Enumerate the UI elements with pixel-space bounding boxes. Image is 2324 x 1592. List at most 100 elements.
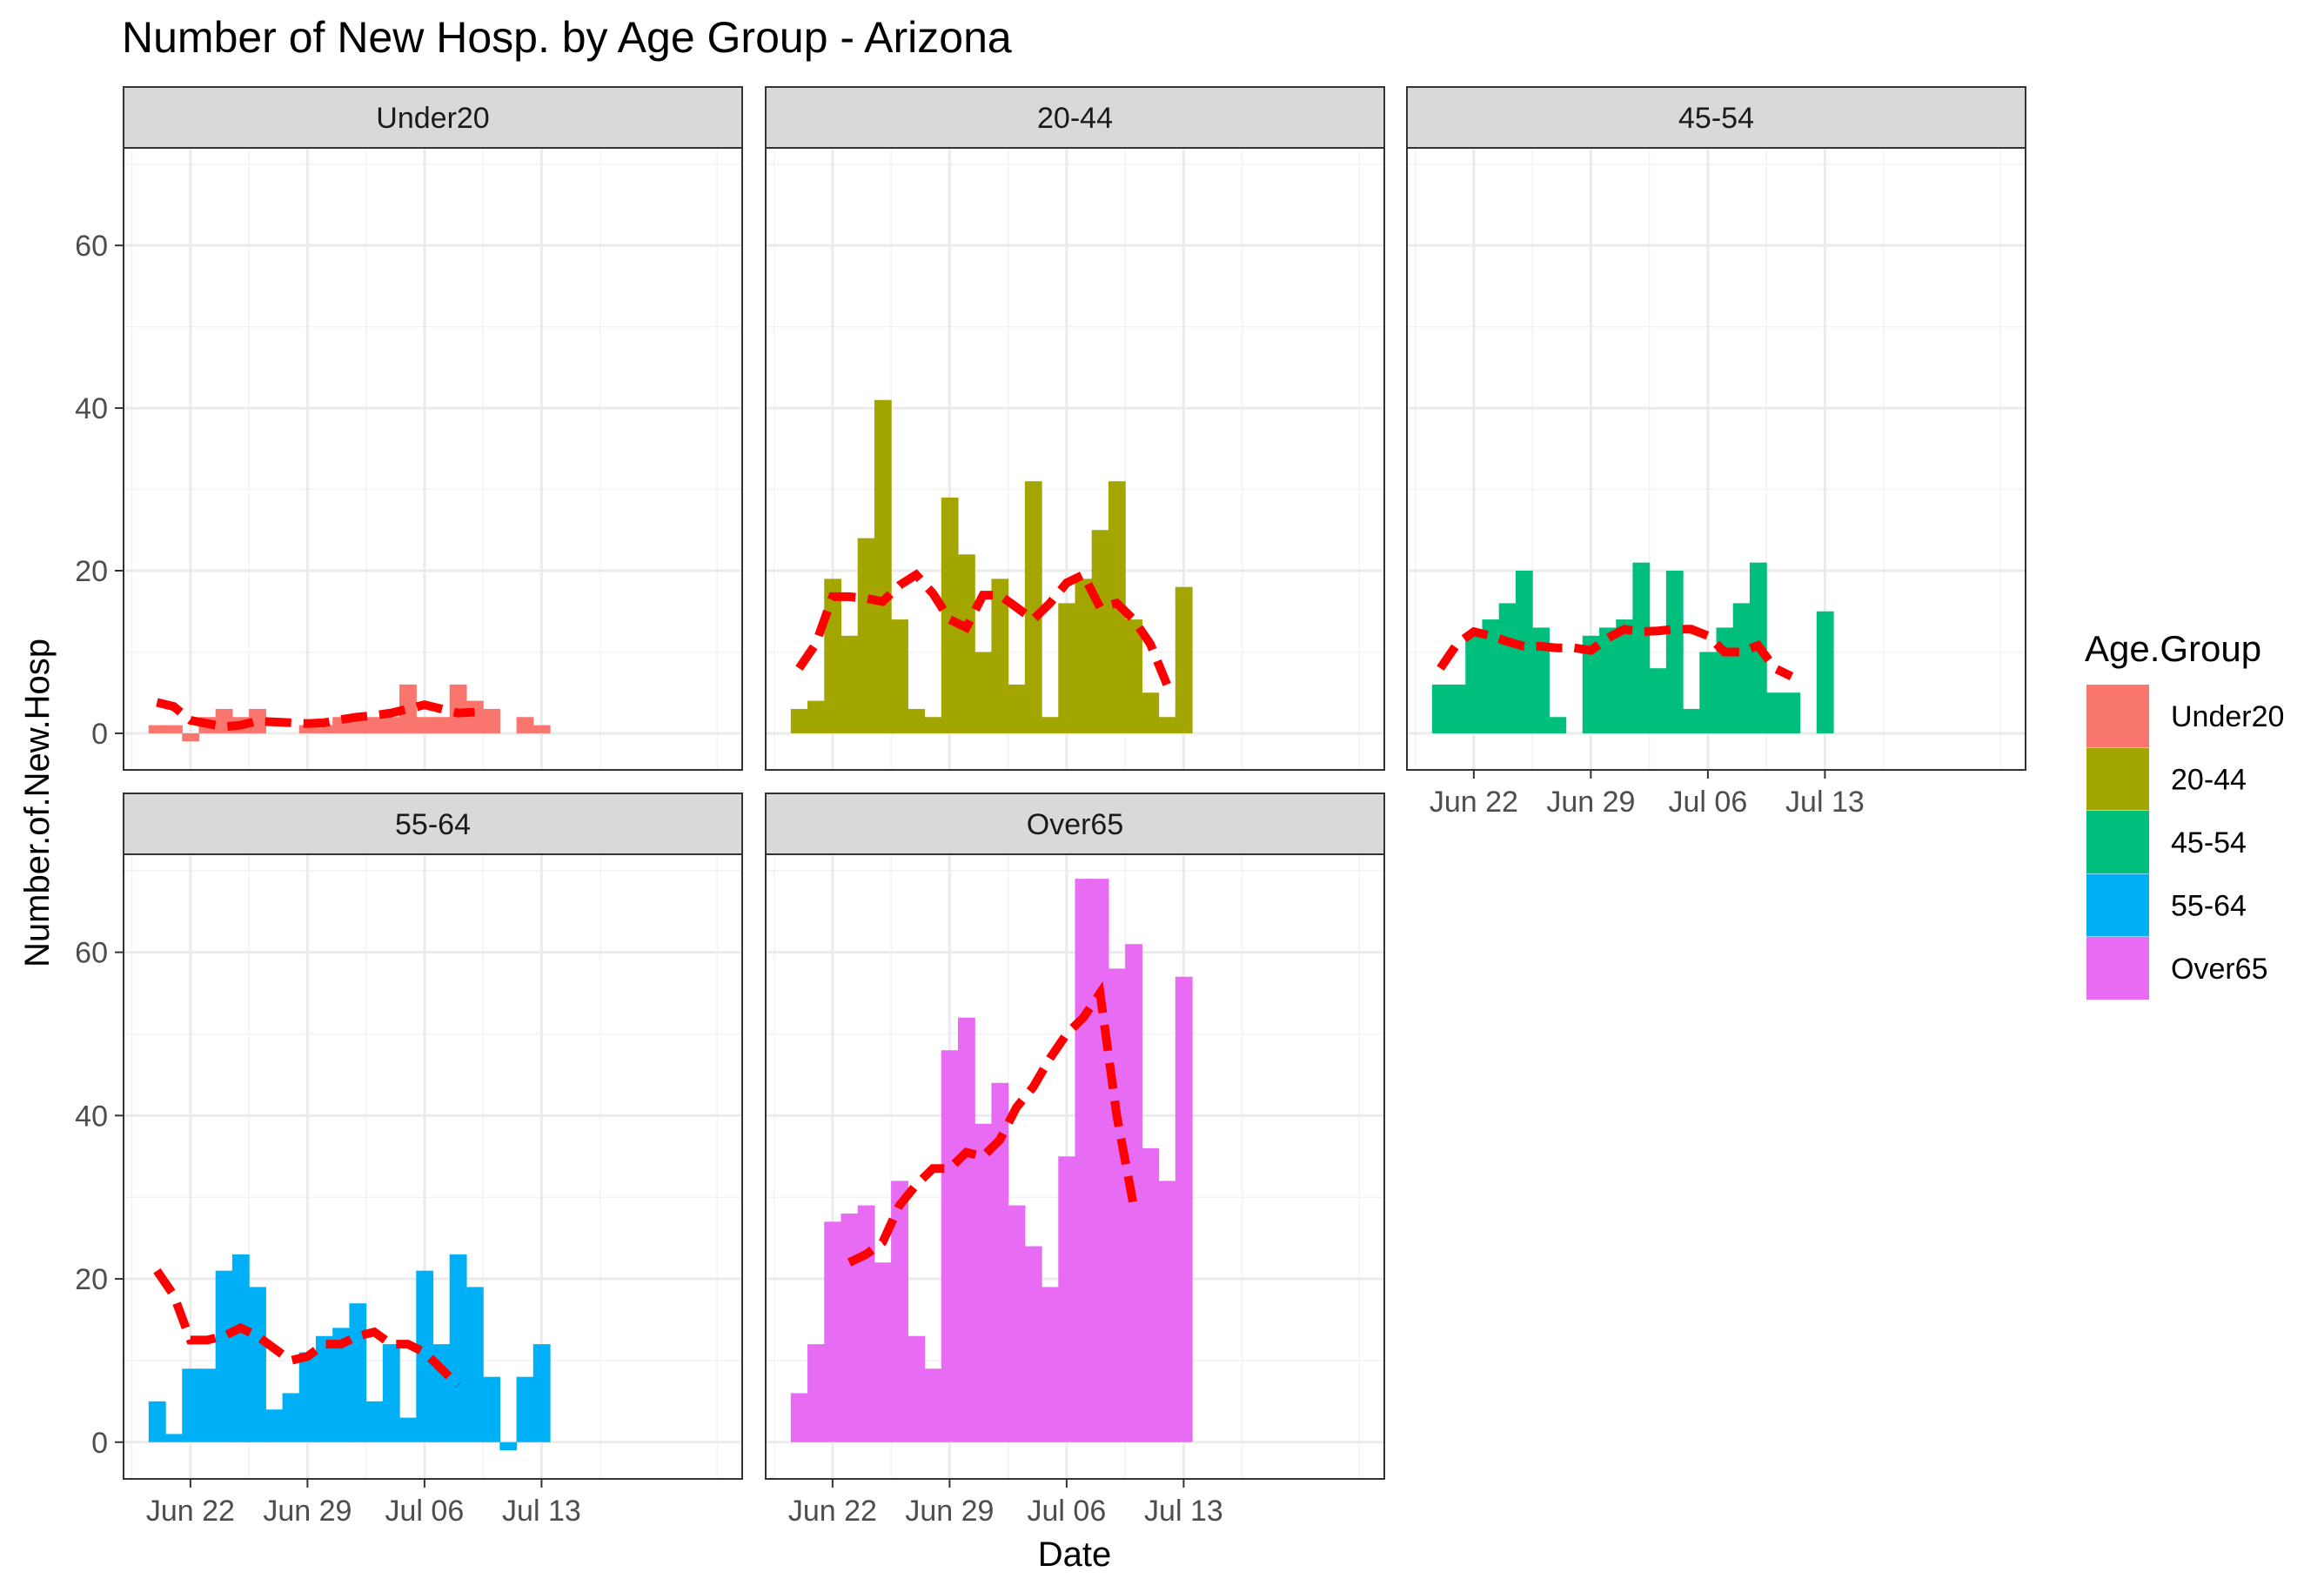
bar (907, 1335, 926, 1442)
bar (365, 1401, 384, 1442)
bar (332, 1328, 351, 1442)
bar (974, 1123, 993, 1442)
bar (465, 1287, 484, 1442)
bar (483, 1376, 500, 1442)
bar (924, 1368, 942, 1442)
bar (1075, 579, 1093, 733)
bar (382, 717, 400, 733)
bar (1142, 692, 1160, 733)
bar (974, 652, 993, 733)
x-axis-tick-label: Jul 13 (1144, 1495, 1223, 1528)
bar (1091, 530, 1109, 733)
bar (365, 717, 384, 733)
bar (1091, 879, 1109, 1442)
bar (1515, 571, 1533, 733)
bar (249, 708, 266, 733)
bar (790, 1393, 808, 1442)
legend-label-20-44: 20-44 (2171, 764, 2247, 797)
bar (1142, 1147, 1160, 1442)
bar (891, 619, 908, 733)
legend-key-45-54 (2086, 811, 2149, 873)
bar (349, 1303, 367, 1442)
bar (1598, 627, 1617, 733)
bar (957, 1017, 975, 1442)
bar (399, 684, 417, 733)
bar (991, 579, 1009, 733)
bar (532, 1344, 551, 1442)
bar (1024, 481, 1042, 733)
bar (1075, 879, 1093, 1442)
bar (416, 1270, 434, 1442)
bar (1158, 1181, 1176, 1442)
bar (790, 708, 808, 733)
legend: Age.Group Under20 20-44 45-54 55-64 Over65 (2085, 628, 2284, 1000)
x-axis-tick-label: Jun 22 (788, 1495, 877, 1528)
bar (1175, 586, 1193, 733)
bar (416, 717, 434, 733)
bar (1665, 571, 1684, 733)
bar (824, 1221, 842, 1442)
trend-line (1437, 625, 1794, 680)
bar (315, 725, 333, 733)
panel-border (765, 147, 1385, 771)
legend-key-55-64 (2086, 873, 2149, 937)
x-axis-tick-label: Jul 13 (502, 1495, 581, 1528)
bar (924, 717, 942, 733)
bar (215, 1270, 233, 1442)
bar (1532, 627, 1550, 733)
trend-line (795, 569, 1171, 686)
bar (874, 399, 892, 733)
bar (941, 1050, 959, 1442)
legend-title: Age.Group (2085, 628, 2261, 669)
bar (182, 1368, 200, 1442)
facet-panel-over65: Over65 Jun 22 Jun 29 Jul 06 Jul 13 (765, 793, 1385, 1528)
bar (857, 1205, 875, 1442)
legend-key-20-44 (2086, 747, 2149, 811)
bar (265, 1409, 284, 1442)
chart-title: Number of New Hosp. by Age Group - Arizo… (122, 13, 1012, 62)
legend-label-under20: Under20 (2171, 700, 2284, 733)
bar (432, 717, 451, 733)
bar (1816, 611, 1834, 733)
legend-key-over65 (2086, 937, 2149, 1000)
bar (165, 725, 183, 733)
bar (148, 1401, 166, 1442)
x-axis-tick-label: Jun 29 (905, 1495, 994, 1528)
bar (198, 1368, 217, 1442)
bar (891, 1181, 908, 1442)
bar (1766, 692, 1784, 733)
panel-border (765, 853, 1385, 1480)
panel-background (124, 148, 742, 770)
bar (465, 700, 484, 733)
bar (1041, 717, 1059, 733)
facet-strip (123, 86, 743, 149)
bar (1008, 1205, 1026, 1442)
bar (532, 725, 551, 733)
facet-panel-20-44: 20-44 (765, 86, 1385, 771)
bar (1616, 619, 1634, 733)
bar (1632, 562, 1651, 733)
bar (1582, 635, 1600, 733)
x-axis-tick-label: Jun 29 (263, 1495, 352, 1528)
bar (841, 635, 859, 733)
bar (249, 1287, 266, 1442)
bar (282, 1393, 300, 1442)
bar (957, 554, 975, 733)
facet-panel-45-54: 45-54 Jun 22 Jun 29 Jul 06 Jul 13 (1406, 86, 2026, 819)
bar (516, 717, 534, 733)
bar (1699, 652, 1718, 733)
x-axis-tick-label: Jun 22 (1430, 786, 1518, 819)
y-axis-tick-label: 60 (75, 230, 108, 263)
x-axis-tick-label: Jun 29 (1546, 786, 1635, 819)
bar (516, 1376, 534, 1442)
bar (1041, 1287, 1059, 1442)
x-axis-title: Date (1038, 1535, 1112, 1574)
legend-key-under20 (2086, 685, 2149, 747)
x-axis-tick-label: Jul 06 (385, 1495, 465, 1528)
bar (807, 700, 825, 733)
bar (1158, 717, 1176, 733)
bar (1058, 603, 1076, 733)
bar (1431, 684, 1450, 733)
facet-strip (765, 793, 1385, 855)
